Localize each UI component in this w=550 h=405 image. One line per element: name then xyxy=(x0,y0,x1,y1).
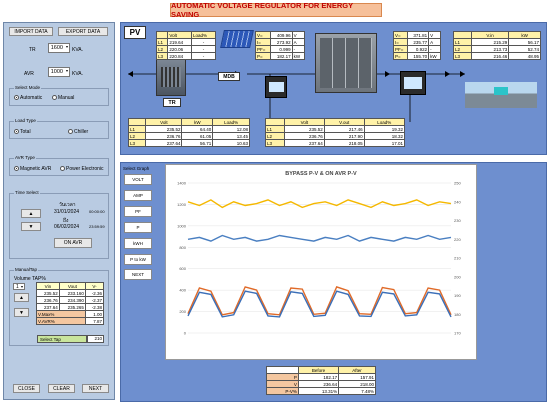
tr-select[interactable]: 1600 ▾ xyxy=(48,43,70,53)
y-right-tick-label: 190 xyxy=(454,293,461,298)
page-title: AUTOMATIC VOLTAGE REGULATOR FOR ENERGY S… xyxy=(171,1,353,19)
pv-avr-table: Volt V.out Load% L1 235.52 217.46 19.32 L2 236… xyxy=(264,118,406,147)
select-mode-group: Select Mode Automatic Manual xyxy=(9,85,109,106)
y-left-tick-label: 400 xyxy=(179,288,186,293)
mode-automatic[interactable]: Automatic xyxy=(14,95,42,101)
y-right-tick-label: 180 xyxy=(454,312,461,317)
y-right-tick-label: 250 xyxy=(454,181,461,186)
tr-label: TR xyxy=(29,47,36,53)
clear-button[interactable]: CLEAR xyxy=(48,384,75,393)
avr-unit: KVA. xyxy=(72,71,84,77)
close-button[interactable]: CLOSE xyxy=(13,384,40,393)
select-tap-value: 210 xyxy=(87,335,104,343)
volume-tap-select[interactable]: 1 ▾ xyxy=(13,283,25,290)
series-line-4 xyxy=(187,290,452,318)
title-bar: AUTOMATIC VOLTAGE REGULATOR FOR ENERGY S… xyxy=(170,1,382,19)
select-graph-label: Select Graph xyxy=(123,166,150,171)
series-line-2 xyxy=(187,234,452,242)
pv-volt-table: Volt Load% L1 219.64- L2 220.06- L3 220.84- xyxy=(155,31,217,60)
y-left-tick-label: 1400 xyxy=(177,181,187,186)
transformer-icon xyxy=(156,58,186,96)
y-left-tick-label: 1200 xyxy=(177,202,187,207)
y-right-tick-label: 200 xyxy=(454,274,461,279)
load-type-group: Load Type Total Chiller xyxy=(9,118,109,139)
export-data-button[interactable]: EXPORT DATA xyxy=(58,27,108,36)
end-time: 23:59:59 xyxy=(89,224,105,229)
mdb-label: MDB xyxy=(218,72,240,81)
graph-p-button[interactable]: P xyxy=(124,222,152,233)
y-right-tick-label: 230 xyxy=(454,218,461,223)
y-right-tick-label: 240 xyxy=(454,199,461,204)
graph-volt-button[interactable]: VOLT xyxy=(124,174,152,185)
y-right-tick-label: 210 xyxy=(454,256,461,261)
on-avr-button[interactable]: ON AVR xyxy=(54,238,92,248)
manual-tap-table: Vin Vout V- 235.52 233.160 -2.36 236.76 234… xyxy=(36,282,105,325)
time-select-group: Time Select วันเวลา ▲ 31/01/2024 00:00:0… xyxy=(9,190,109,259)
y-right-tick-label: 170 xyxy=(454,331,461,336)
chart-title: BYPASS P-V & ON AVR P-V xyxy=(285,171,357,177)
tr-unit: KVA. xyxy=(72,47,84,53)
chevron-down-icon: ▾ xyxy=(20,284,23,289)
time-down-button[interactable]: ▼ xyxy=(21,222,41,231)
tr-icon-label: TR xyxy=(163,98,181,107)
solar-panel-icon xyxy=(220,30,254,48)
load-chiller[interactable]: Chiller xyxy=(68,129,88,135)
tap-down-button[interactable]: ▼ xyxy=(14,308,29,317)
graph-next-button[interactable]: NEXT xyxy=(124,269,152,280)
select-tap-box[interactable]: Select Tap xyxy=(37,335,87,343)
chevron-down-icon: ▾ xyxy=(65,68,68,73)
graph-p-to-kw-button[interactable]: P to kW xyxy=(124,254,152,265)
graph-pf-button[interactable]: PF xyxy=(124,206,152,217)
pv-meter1-table: V= 409.96 V I= 273.92 A PF= 0.999- P= 182.17 kW xyxy=(255,31,306,60)
avr-label: AVR xyxy=(24,71,34,77)
mode-manual[interactable]: Manual xyxy=(52,95,74,101)
power-meter-icon xyxy=(400,71,426,95)
power-meter-icon xyxy=(265,76,287,98)
start-time: 00:00:00 xyxy=(89,209,105,214)
chevron-down-icon: ▾ xyxy=(65,44,68,49)
summary-table: Before After P 182.17 157.91 V 236.64 218.00 … xyxy=(266,366,376,395)
graph-amp-button[interactable]: AMP xyxy=(124,190,152,201)
manual-tap-group: ManualTap xyxy=(9,267,109,346)
next-button[interactable]: NEXT xyxy=(82,384,109,393)
start-date: 31/01/2024 xyxy=(54,209,80,215)
y-left-tick-label: 800 xyxy=(179,245,186,250)
pv-load-table: Volt kW Load% L1 235.52 64.40 12.08 L2 236.76 6… xyxy=(127,118,250,147)
avr-cabinet-icon xyxy=(315,33,377,93)
line-chart: BYPASS P-V & ON AVR P-V 0 200 400 600 800 100… xyxy=(177,171,461,336)
graph-kwh-button[interactable]: kWH xyxy=(124,238,152,249)
y-left-tick-label: 1000 xyxy=(177,223,187,228)
y-right-tick-label: 220 xyxy=(454,237,461,242)
pv-meter2-table: V= 371.81 V I= 235.77 A PF= 0.922- P= 155.70 kW xyxy=(392,31,441,60)
tap-up-button[interactable]: ▲ xyxy=(14,293,29,302)
avr-magnetic[interactable]: Magnetic AVR xyxy=(14,166,51,172)
chart-series-group xyxy=(187,199,452,318)
pv-label-box: PV xyxy=(124,26,146,39)
series-line-3 xyxy=(187,286,452,316)
pv-output-table: V.in kW L1 215.29 56.17 L2 213.73 52.74 L3 216… xyxy=(453,31,541,60)
store-building-icon xyxy=(465,82,537,108)
y-left-tick-label: 200 xyxy=(179,309,186,314)
chart-panel: BYPASS P-V & ON AVR P-V 0 200 400 600 800 100… xyxy=(165,164,477,360)
y-left-tick-label: 0 xyxy=(184,331,187,336)
end-date: 06/02/2024 xyxy=(54,224,80,230)
volume-tap-label: Volume TAP% xyxy=(14,276,46,282)
load-total[interactable]: Total xyxy=(14,129,31,135)
y-left-tick-label: 600 xyxy=(179,266,186,271)
time-up-button[interactable]: ▲ xyxy=(21,209,41,218)
import-data-button[interactable]: IMPORT DATA xyxy=(9,27,53,36)
chart-grid xyxy=(188,182,451,334)
avr-type-group: AVR Type Magnetic AVR Power Electronic xyxy=(9,155,109,176)
series-line-1 xyxy=(187,199,452,209)
avr-select[interactable]: 1000 ▾ xyxy=(48,67,70,77)
avr-power-electronic[interactable]: Power Electronic xyxy=(60,166,104,172)
chart-axis-ticks: 0 200 400 600 800 1000 1200 1400 170 180 190 200 210… xyxy=(177,181,461,336)
